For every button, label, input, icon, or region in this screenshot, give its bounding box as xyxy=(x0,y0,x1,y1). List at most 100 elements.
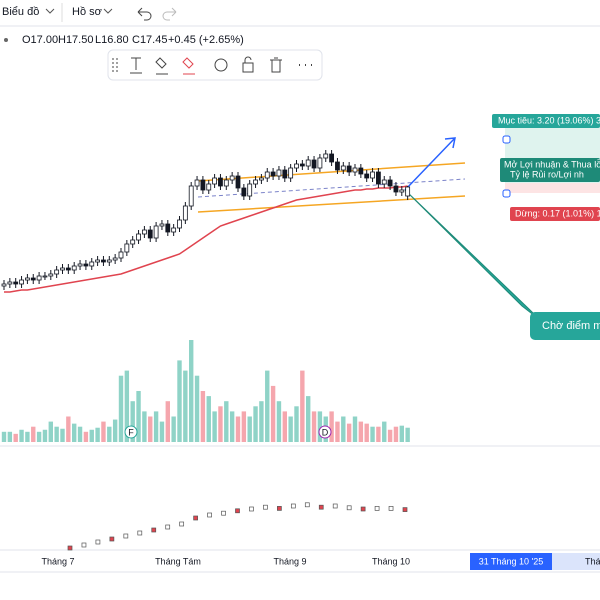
text-tool[interactable] xyxy=(130,57,142,74)
candle-body xyxy=(48,273,54,277)
volume-bar xyxy=(335,421,340,442)
volume-bar xyxy=(89,429,94,442)
candle-body xyxy=(358,167,364,175)
profile-menu[interactable]: Hồ sơ xyxy=(72,6,102,18)
indicator-bar xyxy=(332,503,338,509)
loss-zone xyxy=(505,183,600,193)
x-label: Tháng 10 xyxy=(372,556,410,566)
indicator-bar xyxy=(179,521,185,527)
x-label: Tháng Tám xyxy=(155,556,201,566)
candle-body xyxy=(60,267,65,271)
volume-bar xyxy=(142,411,147,442)
volume-bar xyxy=(31,426,36,442)
lock[interactable] xyxy=(242,56,254,73)
candle-body xyxy=(177,219,182,229)
line-color[interactable] xyxy=(155,57,168,75)
event-marker xyxy=(124,425,138,439)
candle-body xyxy=(153,225,159,239)
volume-bar xyxy=(352,416,358,442)
volume-bar xyxy=(206,396,211,442)
candle-body xyxy=(399,189,405,193)
volume-bar xyxy=(189,340,194,442)
indicator-bar xyxy=(304,502,310,508)
indicator-bar xyxy=(388,506,394,511)
candle-body xyxy=(118,251,124,259)
chevron xyxy=(45,8,55,14)
volume-bar xyxy=(311,411,317,442)
volume-bar xyxy=(346,423,352,442)
delete[interactable] xyxy=(270,57,282,73)
candle-body xyxy=(77,263,83,267)
indicator-bar xyxy=(151,527,157,533)
volume-bar xyxy=(329,411,334,442)
candle-body xyxy=(323,153,329,159)
volume-bar xyxy=(153,411,159,442)
candle-body xyxy=(124,243,130,253)
volume-bar xyxy=(294,406,299,442)
volume-bar xyxy=(229,411,235,442)
event-label: D xyxy=(322,427,329,437)
volume-bar xyxy=(159,421,165,442)
volume-bar xyxy=(218,406,223,442)
dot xyxy=(4,38,8,42)
chart-menu[interactable]: Biểu đồ xyxy=(2,6,39,18)
handle[interactable] xyxy=(502,135,511,144)
volume-bar xyxy=(183,370,188,442)
volume-bar xyxy=(405,427,410,442)
volume-bar xyxy=(77,426,83,442)
fill-color[interactable] xyxy=(182,57,195,75)
redo[interactable] xyxy=(162,7,177,21)
volume-bar xyxy=(399,425,404,442)
indicator-bar xyxy=(67,545,73,551)
candle-body xyxy=(200,179,206,191)
candle-body xyxy=(159,223,165,227)
candle-body xyxy=(171,227,177,233)
indicator-bar xyxy=(95,539,101,545)
candle-body xyxy=(130,239,136,245)
volume-bar xyxy=(224,401,229,442)
candle-body xyxy=(42,275,48,278)
volume-bar xyxy=(235,416,241,442)
volume-bar xyxy=(200,391,206,442)
candle-body xyxy=(112,257,118,261)
volume-bar xyxy=(194,375,200,442)
volume-bar xyxy=(48,421,53,442)
candle-body xyxy=(223,179,229,187)
range-highlight xyxy=(552,553,600,570)
volume-bar xyxy=(101,421,106,442)
volume-bar xyxy=(54,426,59,442)
indicator-bar xyxy=(290,503,296,509)
volume-bar xyxy=(124,370,130,442)
volume-bar xyxy=(270,385,276,442)
candle-body xyxy=(188,185,194,207)
volume-bar xyxy=(253,406,258,442)
volume-bar xyxy=(241,411,247,442)
candle-body xyxy=(89,261,95,267)
volume-bar xyxy=(358,421,364,442)
volume-bar xyxy=(364,423,369,442)
candle-body xyxy=(329,153,335,163)
candle-body xyxy=(206,183,212,191)
indicator-bar xyxy=(109,536,115,542)
candle-body xyxy=(136,233,141,241)
toolbar-icons xyxy=(112,56,312,75)
volume-bar xyxy=(171,416,176,442)
x-label: Thán xyxy=(585,556,600,566)
candle-body xyxy=(212,177,218,185)
candle-body xyxy=(36,275,42,281)
candle-body xyxy=(288,167,294,179)
volume-bar xyxy=(148,416,153,442)
volume-bar xyxy=(118,375,124,442)
volume-bar xyxy=(130,401,135,442)
stop-label: Dừng: 0.17 (1.01%) 1 xyxy=(515,208,600,218)
volume-bar xyxy=(136,391,141,442)
undo[interactable] xyxy=(137,7,152,21)
target-label: Mục tiêu: 3.20 (19.06%) 32 xyxy=(498,115,600,125)
volume-bar xyxy=(265,370,270,442)
settings[interactable] xyxy=(214,58,228,72)
handle[interactable] xyxy=(502,189,511,198)
indicator-bar xyxy=(123,533,129,539)
candle-body xyxy=(270,171,276,177)
volume-bar xyxy=(7,431,13,442)
